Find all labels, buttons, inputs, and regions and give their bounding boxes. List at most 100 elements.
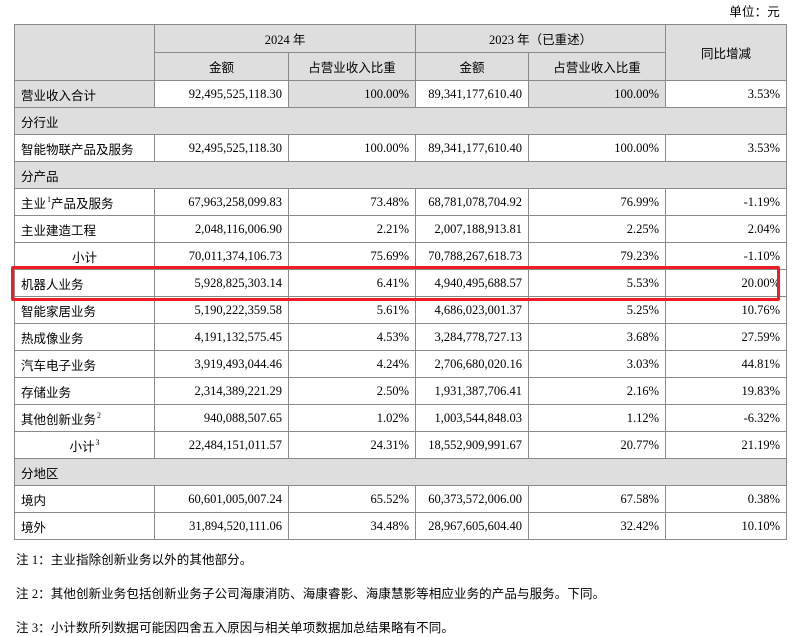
table-header: 2024 年 2023 年（已重述） 同比增减 金额 占营业收入比重 金额 占营…	[14, 24, 788, 81]
row-label: 境内	[14, 485, 155, 513]
row-label: 主业1产品及服务	[14, 188, 155, 216]
cell-amount-2023: 4,940,495,688.57	[415, 269, 530, 297]
row-label: 营业收入合计	[14, 80, 155, 108]
unit-label: 单位：元	[729, 5, 780, 19]
table-row: 小计 70,011,374,106.73 75.69% 70,788,267,618.…	[14, 242, 788, 270]
header-yoy-change: 同比增减	[665, 24, 788, 81]
cell-yoy: 44.81%	[665, 350, 788, 378]
cell-amount-2023: 2,007,188,913.81	[415, 215, 530, 243]
cell-yoy: 3.53%	[665, 134, 788, 162]
cell-pct-2024: 2.50%	[287, 377, 417, 405]
cell-amount-2023: 70,788,267,618.73	[415, 242, 530, 270]
cell-pct-2024: 4.53%	[287, 323, 417, 351]
cell-amount-2024: 5,928,825,303.14	[154, 269, 289, 297]
cell-pct-2023: 67.58%	[528, 485, 667, 513]
cell-amount-2024: 4,191,132,575.45	[154, 323, 289, 351]
table-row: 智能家居业务 5,190,222,359.58 5.61% 4,686,023,001…	[14, 296, 788, 324]
table-row: 主业1产品及服务 67,963,258,099.83 73.48% 68,781,07…	[14, 188, 788, 216]
financial-report-page: 单位：元 2024 年 2023 年（已重述） 同比增减 金额 占营业收入比重 …	[11, 5, 788, 635]
cell-amount-2024: 22,484,151,011.57	[154, 431, 289, 459]
cell-amount-2024: 70,011,374,106.73	[154, 242, 289, 270]
cell-pct-2024: 1.02%	[287, 404, 417, 432]
cell-yoy: 27.59%	[665, 323, 788, 351]
cell-pct-2023: 20.77%	[528, 431, 667, 459]
cell-pct-2024: 65.52%	[287, 485, 417, 513]
cell-pct-2024: 5.61%	[287, 296, 417, 324]
header-year-2024: 2024 年	[153, 24, 417, 53]
cell-amount-2024: 2,314,389,221.29	[154, 377, 289, 405]
cell-amount-2023: 1,003,544,848.03	[415, 404, 530, 432]
cell-amount-2024: 5,190,222,359.58	[154, 296, 289, 324]
cell-pct-2024: 100.00%	[287, 134, 417, 162]
table-row: 境外 31,894,520,111.06 34.48% 28,967,605,604.…	[14, 512, 788, 540]
cell-yoy: 10.10%	[665, 512, 788, 540]
cell-yoy: 3.53%	[665, 80, 788, 108]
cell-pct-2024: 75.69%	[287, 242, 417, 270]
table-row: 热成像业务 4,191,132,575.45 4.53% 3,284,778,727.…	[14, 323, 788, 351]
cell-pct-2024: 6.41%	[287, 269, 417, 297]
cell-amount-2023: 89,341,177,610.40	[415, 80, 530, 108]
cell-amount-2024: 92,495,525,118.30	[154, 134, 289, 162]
cell-amount-2023: 3,284,778,727.13	[415, 323, 530, 351]
table-header-row-2: 金额 占营业收入比重 金额 占营业收入比重	[15, 52, 787, 81]
cell-amount-2023: 28,967,605,604.40	[415, 512, 530, 540]
header-pct-2023: 占营业收入比重	[528, 52, 667, 81]
row-label: 小计	[14, 242, 155, 270]
cell-pct-2023: 100.00%	[528, 80, 667, 108]
row-label: 机器人业务	[14, 269, 155, 297]
header-year-2023: 2023 年（已重述）	[415, 24, 667, 53]
cell-amount-2023: 2,706,680,020.16	[415, 350, 530, 378]
row-label: 智能物联产品及服务	[14, 134, 155, 162]
footnote-marker: 3	[95, 438, 100, 448]
cell-amount-2024: 92,495,525,118.30	[154, 80, 289, 108]
revenue-breakdown-table: 2024 年 2023 年（已重述） 同比增减 金额 占营业收入比重 金额 占营…	[13, 24, 788, 540]
cell-amount-2023: 60,373,572,006.00	[415, 485, 530, 513]
table-row: 汽车电子业务 3,919,493,044.46 4.24% 2,706,680,020…	[14, 350, 788, 378]
cell-amount-2023: 4,686,023,001.37	[415, 296, 530, 324]
cell-yoy: 19.83%	[665, 377, 788, 405]
table-row: 机器人业务 5,928,825,303.14 6.41% 4,940,495,688.…	[14, 269, 788, 297]
table-header-row-1: 2024 年 2023 年（已重述） 同比增减	[14, 24, 788, 81]
footnote-marker: 1	[47, 195, 52, 205]
row-label: 热成像业务	[14, 323, 155, 351]
table-section-row: 分行业	[13, 107, 788, 135]
cell-yoy: 0.38%	[665, 485, 788, 513]
cell-amount-2023: 89,341,177,610.40	[415, 134, 530, 162]
cell-pct-2023: 32.42%	[528, 512, 667, 540]
header-corner-cell	[14, 24, 155, 81]
row-label: 小计3	[14, 431, 155, 459]
cell-pct-2024: 73.48%	[287, 188, 417, 216]
cell-pct-2024: 34.48%	[287, 512, 417, 540]
cell-pct-2023: 2.16%	[528, 377, 667, 405]
row-label: 其他创新业务2	[14, 404, 155, 432]
header-amount-2024: 金额	[154, 52, 289, 81]
cell-amount-2024: 940,088,507.65	[154, 404, 289, 432]
row-label: 主业建造工程	[14, 215, 155, 243]
cell-amount-2024: 31,894,520,111.06	[154, 512, 289, 540]
footnote-1: 注 1：主业指除创新业务以外的其他部分。	[16, 553, 253, 567]
cell-yoy: -1.10%	[665, 242, 788, 270]
cell-pct-2023: 5.53%	[528, 269, 667, 297]
section-label: 分产品	[13, 161, 788, 189]
cell-amount-2023: 18,552,909,991.67	[415, 431, 530, 459]
cell-pct-2023: 3.03%	[528, 350, 667, 378]
cell-amount-2023: 68,781,078,704.92	[415, 188, 530, 216]
cell-pct-2023: 3.68%	[528, 323, 667, 351]
table-row: 境内 60,601,005,007.24 65.52% 60,373,572,006.…	[14, 485, 788, 513]
cell-pct-2024: 2.21%	[287, 215, 417, 243]
row-label: 汽车电子业务	[14, 350, 155, 378]
section-label: 分地区	[13, 458, 788, 486]
footnote-2: 注 2：其他创新业务包括创新业务子公司海康消防、海康睿影、海康慧影等相应业务的产…	[16, 587, 606, 601]
table-row: 其他创新业务2 940,088,507.65 1.02% 1,003,544,848.…	[14, 404, 788, 432]
header-amount-2023: 金额	[415, 52, 530, 81]
cell-pct-2023: 76.99%	[528, 188, 667, 216]
table-section-row: 分产品	[13, 161, 788, 189]
footnotes: 注 1：主业指除创新业务以外的其他部分。 注 2：其他创新业务包括创新业务子公司…	[14, 552, 786, 637]
cell-yoy: 21.19%	[665, 431, 788, 459]
table-row: 智能物联产品及服务 92,495,525,118.30 100.00% 89,341,…	[14, 134, 788, 162]
footnote-marker: 2	[97, 411, 102, 421]
row-label: 存储业务	[14, 377, 155, 405]
table-body: 营业收入合计 92,495,525,118.30 100.00% 89,341,177…	[13, 80, 788, 540]
cell-amount-2024: 60,601,005,007.24	[154, 485, 289, 513]
cell-pct-2023: 79.23%	[528, 242, 667, 270]
